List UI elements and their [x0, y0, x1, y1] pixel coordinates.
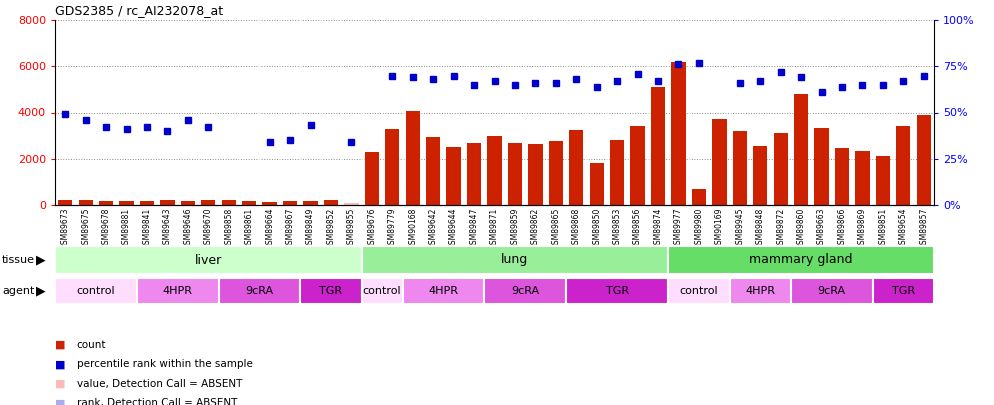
Bar [119, 201, 134, 205]
Bar [630, 126, 645, 205]
Text: agent: agent [2, 286, 35, 296]
Text: count: count [77, 340, 106, 350]
Bar [201, 200, 216, 205]
Bar [219, 277, 300, 305]
Bar [385, 129, 400, 205]
Bar [58, 200, 73, 205]
Bar [589, 163, 604, 205]
Text: rank, Detection Call = ABSENT: rank, Detection Call = ABSENT [77, 399, 238, 405]
Text: control: control [680, 286, 719, 296]
Bar [528, 144, 543, 205]
Text: 4HPR: 4HPR [746, 286, 775, 296]
Bar [55, 245, 362, 275]
Bar [794, 94, 808, 205]
Bar [222, 200, 236, 205]
Bar [300, 277, 362, 305]
Bar [855, 151, 870, 205]
Bar [99, 201, 113, 205]
Text: control: control [77, 286, 115, 296]
Text: 9cRA: 9cRA [246, 286, 273, 296]
Text: 4HPR: 4HPR [163, 286, 193, 296]
Text: 4HPR: 4HPR [428, 286, 458, 296]
Bar [668, 245, 934, 275]
Bar [566, 277, 668, 305]
Bar [79, 200, 92, 205]
Text: TGR: TGR [892, 286, 914, 296]
Bar [692, 189, 706, 205]
Bar [324, 200, 338, 205]
Text: ■: ■ [55, 340, 66, 350]
Bar [671, 62, 686, 205]
Bar [876, 156, 890, 205]
Text: 9cRA: 9cRA [511, 286, 539, 296]
Bar [916, 115, 931, 205]
Text: tissue: tissue [2, 255, 35, 265]
Bar [55, 277, 137, 305]
Bar [406, 111, 419, 205]
Bar [773, 133, 788, 205]
Text: ■: ■ [55, 399, 66, 405]
Bar [362, 277, 403, 305]
Text: ■: ■ [55, 379, 66, 389]
Bar [344, 203, 359, 205]
Bar [753, 146, 767, 205]
Bar [733, 131, 746, 205]
Bar [160, 200, 175, 205]
Bar [181, 201, 195, 205]
Bar [403, 277, 484, 305]
Bar [137, 277, 219, 305]
Bar [610, 140, 624, 205]
Bar [140, 200, 154, 205]
Bar [835, 148, 849, 205]
Text: ■: ■ [55, 360, 66, 369]
Bar [467, 143, 481, 205]
Text: 9cRA: 9cRA [818, 286, 846, 296]
Bar [570, 130, 583, 205]
Bar [668, 277, 730, 305]
Text: percentile rank within the sample: percentile rank within the sample [77, 360, 252, 369]
Text: value, Detection Call = ABSENT: value, Detection Call = ABSENT [77, 379, 243, 389]
Bar [651, 87, 665, 205]
Text: control: control [363, 286, 402, 296]
Bar [365, 152, 379, 205]
Bar [487, 136, 502, 205]
Text: liver: liver [195, 254, 222, 266]
Bar [303, 201, 318, 205]
Bar [426, 137, 440, 205]
Bar [549, 141, 563, 205]
Bar [730, 277, 791, 305]
Bar [243, 201, 256, 205]
Text: ▶: ▶ [36, 284, 46, 298]
Bar [484, 277, 566, 305]
Text: TGR: TGR [319, 286, 343, 296]
Bar [508, 143, 522, 205]
Bar [713, 119, 727, 205]
Bar [446, 147, 461, 205]
Text: GDS2385 / rc_AI232078_at: GDS2385 / rc_AI232078_at [55, 4, 223, 17]
Text: TGR: TGR [605, 286, 629, 296]
Bar [814, 128, 829, 205]
Bar [262, 202, 276, 205]
Bar [873, 277, 934, 305]
Text: ▶: ▶ [36, 254, 46, 266]
Bar [362, 245, 668, 275]
Bar [791, 277, 873, 305]
Text: mammary gland: mammary gland [749, 254, 853, 266]
Bar [283, 201, 297, 205]
Bar [897, 126, 911, 205]
Text: lung: lung [501, 254, 529, 266]
